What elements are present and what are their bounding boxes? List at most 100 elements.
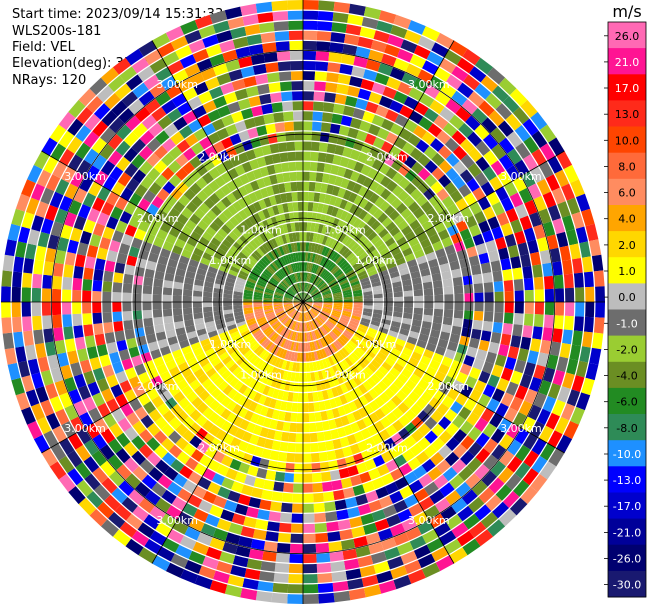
gate-cell xyxy=(432,280,444,289)
gate-cell xyxy=(326,449,337,462)
gate-cell xyxy=(318,400,326,412)
gate-cell xyxy=(170,35,189,51)
gate-cell xyxy=(546,354,559,370)
gate-cell xyxy=(138,90,156,107)
gate-cell xyxy=(332,268,343,277)
gate-cell xyxy=(100,160,116,176)
gate-cell xyxy=(413,101,430,117)
gate-cell xyxy=(247,322,259,330)
gate-cell xyxy=(281,244,288,255)
colorbar-swatch xyxy=(608,22,646,49)
gate-cell xyxy=(312,304,323,309)
gate-cell xyxy=(266,386,275,398)
gate-cell xyxy=(298,221,303,232)
gate-cell xyxy=(317,441,327,453)
gate-cell xyxy=(265,61,279,74)
gate-cell xyxy=(497,170,513,187)
gate-cell xyxy=(412,283,424,291)
gate-cell xyxy=(514,290,525,302)
gate-cell xyxy=(336,322,347,330)
gate-cell xyxy=(477,370,491,384)
gate-cell xyxy=(494,291,505,302)
gate-cell xyxy=(293,241,298,253)
gate-cell xyxy=(44,247,57,263)
gate-cell xyxy=(238,234,250,246)
gate-cell xyxy=(353,231,364,243)
gate-cell xyxy=(286,452,296,463)
gate-cell xyxy=(303,261,306,272)
gate-cell xyxy=(487,341,500,355)
gate-cell xyxy=(269,262,278,273)
gate-cell xyxy=(377,380,389,392)
gate-cell xyxy=(282,390,289,402)
gate-cell xyxy=(319,326,327,336)
gate-cell xyxy=(253,189,264,201)
gate-cell xyxy=(357,406,369,419)
gate-cell xyxy=(363,584,382,598)
gate-cell xyxy=(314,522,328,534)
gate-cell xyxy=(324,322,333,331)
gate-cell xyxy=(481,116,498,134)
gate-cell xyxy=(99,460,116,478)
gate-cell xyxy=(78,88,97,107)
gate-cell xyxy=(273,305,284,309)
gate-cell xyxy=(290,340,295,352)
gate-cell xyxy=(220,395,232,408)
gate-cell xyxy=(314,276,321,286)
gate-cell xyxy=(49,124,67,143)
gate-cell xyxy=(133,228,147,241)
gate-cell xyxy=(283,298,294,301)
gate-cell xyxy=(186,236,199,248)
gate-cell xyxy=(551,218,566,235)
gate-cell xyxy=(417,35,436,51)
gate-cell xyxy=(381,343,393,353)
gate-cell xyxy=(475,242,488,256)
gate-cell xyxy=(472,233,485,246)
gate-cell xyxy=(312,330,318,341)
gate-cell xyxy=(173,274,185,284)
gate-cell xyxy=(274,291,285,296)
gate-cell xyxy=(325,275,335,283)
gate-cell xyxy=(66,350,80,365)
gate-cell xyxy=(83,113,101,131)
gate-cell xyxy=(319,268,327,278)
gate-cell xyxy=(313,275,320,286)
gate-cell xyxy=(82,267,95,280)
gate-cell xyxy=(149,530,168,547)
gate-cell xyxy=(299,241,303,252)
gate-cell xyxy=(279,151,289,163)
gate-cell xyxy=(514,142,531,160)
gate-cell xyxy=(312,296,323,300)
gate-cell xyxy=(303,533,316,544)
gate-cell xyxy=(182,289,193,297)
gate-cell xyxy=(75,142,92,160)
gate-cell xyxy=(346,367,357,378)
gate-cell xyxy=(289,319,295,330)
colorbar-tick-label: -30.0 xyxy=(613,579,641,592)
gate-cell xyxy=(313,302,324,305)
gate-cell xyxy=(228,522,244,536)
gate-cell xyxy=(341,310,353,315)
gate-cell xyxy=(127,98,145,115)
gate-cell xyxy=(157,41,175,58)
gate-cell xyxy=(404,213,417,226)
gate-cell xyxy=(270,249,278,260)
gate-cell xyxy=(374,196,386,209)
gate-cell xyxy=(336,274,347,282)
gate-cell xyxy=(478,339,491,352)
gate-cell xyxy=(349,320,360,327)
gate-cell xyxy=(304,311,308,322)
gate-cell xyxy=(348,587,366,601)
gate-cell xyxy=(252,212,262,224)
gate-cell xyxy=(324,236,332,247)
gate-cell xyxy=(275,310,286,316)
gate-cell xyxy=(248,158,260,171)
gate-cell xyxy=(372,289,384,295)
gate-cell xyxy=(288,211,295,223)
gate-cell xyxy=(494,354,508,368)
gate-cell xyxy=(11,302,22,318)
gate-cell xyxy=(290,242,296,253)
gate-cell xyxy=(364,154,377,168)
gate-cell xyxy=(132,122,149,139)
gate-cell xyxy=(51,314,63,329)
